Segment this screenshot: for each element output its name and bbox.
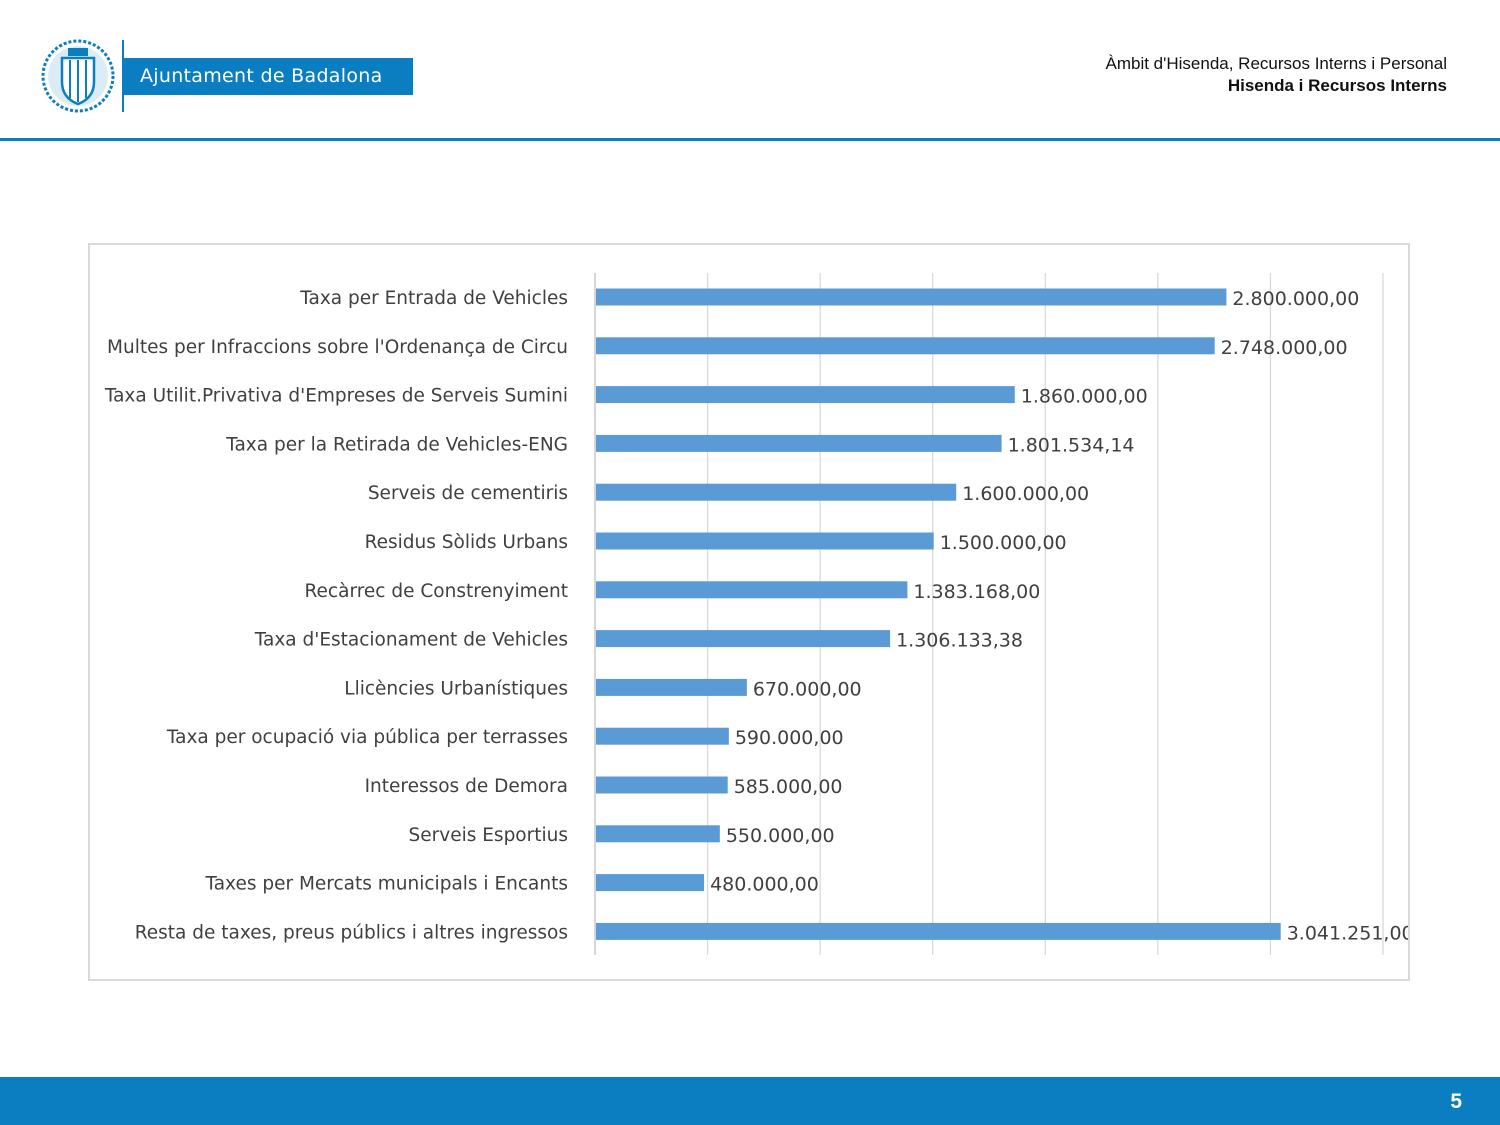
- data-label: 590.000,00: [735, 727, 844, 749]
- bar: [596, 776, 728, 794]
- logo-text-banner: Ajuntament de Badalona: [124, 58, 413, 95]
- bar: [596, 434, 1002, 452]
- data-label: 1.383.168,00: [913, 581, 1040, 603]
- data-label: 480.000,00: [710, 874, 819, 896]
- bar: [596, 288, 1227, 306]
- bar: [596, 337, 1215, 355]
- category-label: Taxes per Mercats municipals i Encants: [204, 874, 568, 895]
- bar: [596, 678, 747, 696]
- coat-of-arms-logo: [41, 39, 115, 113]
- page-number: 5: [1450, 1090, 1462, 1113]
- category-label: Taxa per Entrada de Vehicles: [299, 288, 568, 309]
- department-title: Àmbit d'Hisenda, Recursos Interns i Pers…: [1105, 54, 1447, 73]
- data-label: 3.041.251,00: [1287, 922, 1408, 944]
- category-label: Serveis Esportius: [409, 825, 568, 846]
- header-department-block: Àmbit d'Hisenda, Recursos Interns i Pers…: [1105, 53, 1447, 97]
- data-label: 1.860.000,00: [1021, 386, 1148, 408]
- bar: [596, 483, 957, 501]
- category-label: Llicències Urbanístiques: [344, 678, 568, 699]
- data-label: 550.000,00: [726, 825, 835, 847]
- category-label: Serveis de cementiris: [368, 483, 568, 504]
- footer-bar: [0, 1077, 1500, 1125]
- bar: [596, 581, 908, 599]
- category-label: Taxa per ocupació via pública per terras…: [166, 727, 568, 748]
- data-label: 2.800.000,00: [1232, 288, 1359, 310]
- category-label: Residus Sòlids Urbans: [365, 532, 568, 553]
- category-label: Resta de taxes, preus públics i altres i…: [135, 922, 568, 943]
- logo-divider: [122, 40, 124, 112]
- chart-frame: Taxa per Entrada de Vehicles 2.800.000,00…: [88, 243, 1410, 981]
- bar: [596, 874, 705, 892]
- category-label: Taxa per la Retirada de Vehicles-ENG: [225, 434, 568, 455]
- data-label: 1.600.000,00: [962, 483, 1089, 505]
- header-divider: [0, 138, 1500, 141]
- bar: [596, 727, 729, 745]
- bar-chart: Taxa per Entrada de Vehicles 2.800.000,00…: [104, 273, 1408, 955]
- category-label: Interessos de Demora: [365, 776, 568, 797]
- bar: [596, 922, 1281, 940]
- data-label: 2.748.000,00: [1221, 337, 1348, 359]
- category-label: Recàrrec de Constrenyiment: [305, 581, 568, 602]
- bar: [596, 386, 1015, 404]
- data-label: 585.000,00: [734, 776, 843, 798]
- section-title: Hisenda i Recursos Interns: [1227, 76, 1447, 95]
- category-label: Taxa d'Estacionament de Vehicles: [254, 630, 568, 651]
- data-label: 670.000,00: [753, 678, 862, 700]
- data-label: 1.801.534,14: [1008, 434, 1135, 456]
- category-label: Taxa Utilit.Privativa d'Empreses de Serv…: [104, 386, 568, 407]
- data-label: 1.500.000,00: [940, 532, 1067, 554]
- category-label: Multes per Infraccions sobre l'Ordenança…: [107, 337, 568, 358]
- data-label: 1.306.133,38: [896, 630, 1023, 652]
- bar: [596, 825, 720, 843]
- bar: [596, 532, 934, 550]
- bar: [596, 630, 891, 648]
